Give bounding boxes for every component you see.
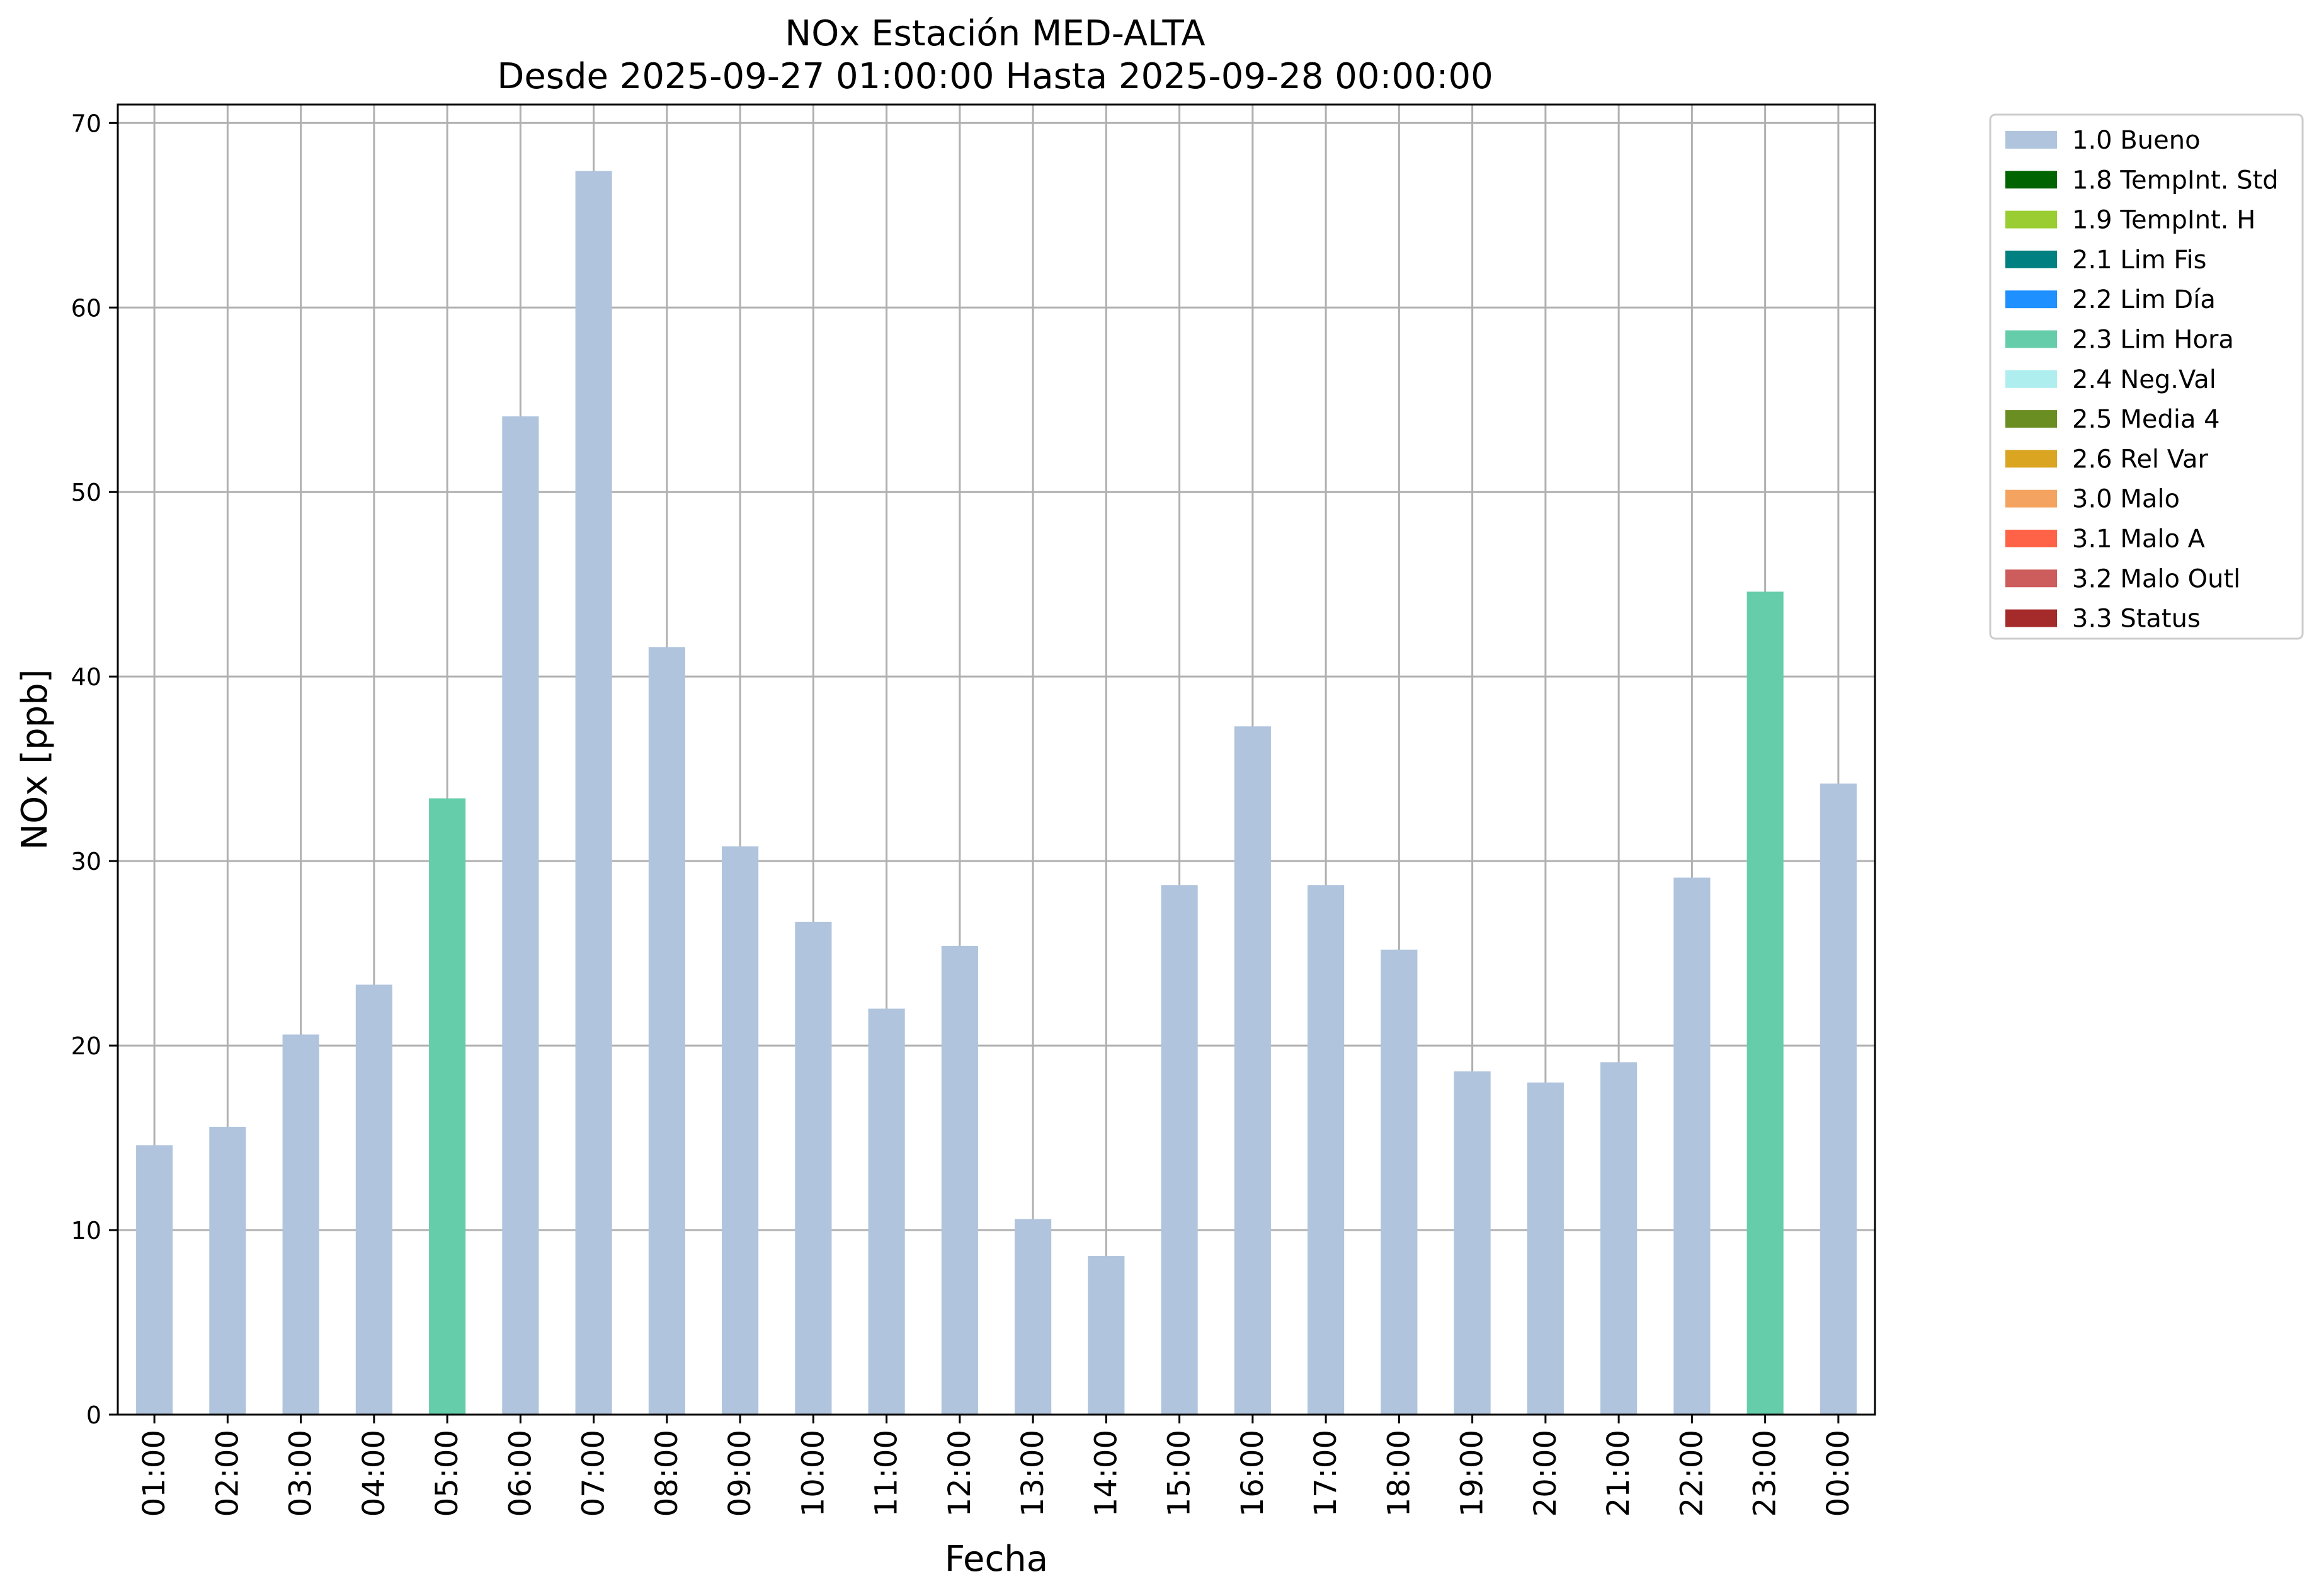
y-tick-label: 60 <box>71 294 101 322</box>
legend-label: 1.0 Bueno <box>2072 126 2201 155</box>
x-tick-label: 06:00 <box>503 1430 538 1517</box>
legend-swatch <box>2005 210 2057 229</box>
legend-label: 2.2 Lim Día <box>2072 285 2216 314</box>
legend-swatch <box>2005 370 2057 388</box>
x-tick-label: 05:00 <box>430 1430 465 1517</box>
bar-0500 <box>429 798 466 1415</box>
bar-1700 <box>1308 885 1345 1415</box>
x-tick-label: 18:00 <box>1381 1430 1416 1517</box>
bar-0300 <box>282 1034 319 1415</box>
x-tick-label: 11:00 <box>869 1430 904 1517</box>
legend-swatch <box>2005 330 2057 348</box>
legend-swatch <box>2005 530 2057 547</box>
bar-1300 <box>1015 1219 1052 1415</box>
bar-2200 <box>1673 877 1711 1415</box>
y-tick-label: 70 <box>71 110 101 137</box>
x-axis-label: Fecha <box>945 1539 1048 1580</box>
chart-subtitle: Desde 2025-09-27 01:00:00 Hasta 2025-09-… <box>497 56 1493 97</box>
y-tick-label: 40 <box>71 663 101 691</box>
legend-label: 2.4 Neg.Val <box>2072 365 2216 394</box>
bar-1100 <box>868 1008 905 1415</box>
legend-label: 1.9 TempInt. H <box>2072 206 2255 235</box>
x-tick-label: 22:00 <box>1674 1430 1709 1517</box>
x-tick-label: 08:00 <box>649 1430 685 1517</box>
bars <box>136 171 1857 1415</box>
legend-label: 3.1 Malo A <box>2072 525 2206 554</box>
y-axis-ticks: 0 10 20 30 40 50 60 70 <box>71 110 118 1429</box>
legend-label: 2.1 Lim Fis <box>2072 246 2206 275</box>
legend-frame <box>1989 113 2304 640</box>
y-axis-label: NOx [ppb] <box>14 669 55 850</box>
bar-1800 <box>1381 949 1418 1415</box>
x-tick-label: 04:00 <box>356 1430 392 1517</box>
legend-swatch <box>2005 609 2057 627</box>
x-tick-label: 19:00 <box>1455 1430 1490 1517</box>
legend-label: 2.3 Lim Hora <box>2072 326 2234 355</box>
legend-label: 3.3 Status <box>2072 605 2201 634</box>
bar-0800 <box>648 647 685 1415</box>
legend-swatch <box>2005 450 2057 468</box>
bar-2300 <box>1746 591 1784 1415</box>
legend-label: 3.0 Malo <box>2072 485 2180 514</box>
legend-entries: 1.0 Bueno 1.8 TempInt. Std 1.9 TempInt. H 2… <box>2005 126 2279 634</box>
bar-0700 <box>575 171 612 1415</box>
bar-0100 <box>136 1145 173 1415</box>
y-tick-label: 50 <box>71 479 101 506</box>
x-tick-label: 10:00 <box>795 1430 831 1517</box>
bar-0600 <box>502 416 539 1415</box>
y-tick-label: 20 <box>71 1032 101 1060</box>
legend-swatch <box>2005 489 2057 508</box>
x-tick-label: 13:00 <box>1015 1430 1051 1517</box>
legend-label: 1.8 TempInt. Std <box>2072 166 2279 195</box>
bar-1600 <box>1234 726 1271 1415</box>
y-tick-label: 30 <box>71 848 101 875</box>
x-tick-label: 14:00 <box>1088 1430 1124 1517</box>
bar-1200 <box>941 945 978 1415</box>
legend: 1.0 Bueno 1.8 TempInt. Std 1.9 TempInt. H 2… <box>1989 113 2304 640</box>
bar-0200 <box>209 1126 246 1415</box>
bar-2100 <box>1600 1062 1638 1415</box>
bar-0400 <box>355 984 392 1415</box>
bar-1400 <box>1088 1256 1125 1415</box>
legend-swatch <box>2005 250 2057 268</box>
bar-1000 <box>795 921 832 1415</box>
x-tick-label: 09:00 <box>722 1430 758 1517</box>
x-tick-label: 03:00 <box>283 1430 319 1517</box>
bar-0000 <box>1820 784 1857 1415</box>
legend-swatch <box>2005 171 2057 189</box>
legend-swatch <box>2005 131 2057 149</box>
legend-label: 2.6 Rel Var <box>2072 445 2209 474</box>
legend-swatch <box>2005 569 2057 588</box>
bar-1500 <box>1161 885 1198 1415</box>
x-tick-label: 02:00 <box>210 1430 245 1517</box>
x-tick-label: 21:00 <box>1601 1430 1636 1517</box>
x-tick-label: 00:00 <box>1821 1430 1856 1517</box>
chart-title: NOx Estación MED-ALTA <box>785 13 1205 54</box>
x-tick-label: 01:00 <box>137 1430 172 1517</box>
legend-swatch <box>2005 410 2057 428</box>
y-tick-label: 10 <box>71 1217 101 1245</box>
legend-label: 2.5 Media 4 <box>2072 405 2220 434</box>
bar-1900 <box>1454 1071 1491 1415</box>
x-tick-label: 16:00 <box>1235 1430 1270 1517</box>
bar-0900 <box>722 846 759 1415</box>
y-tick-label: 0 <box>86 1401 101 1429</box>
x-axis-ticks: 01:00 02:00 03:00 04:00 05:00 06:00 07:00 08:00… <box>137 1415 1856 1517</box>
x-tick-label: 15:00 <box>1162 1430 1197 1517</box>
bar-2000 <box>1527 1082 1564 1415</box>
x-tick-label: 07:00 <box>576 1430 612 1517</box>
x-tick-label: 12:00 <box>942 1430 977 1517</box>
x-tick-label: 20:00 <box>1528 1430 1563 1517</box>
x-tick-label: 17:00 <box>1308 1430 1343 1517</box>
legend-label: 3.2 Malo Outl <box>2072 564 2240 593</box>
legend-swatch <box>2005 290 2057 309</box>
x-tick-label: 23:00 <box>1748 1430 1783 1517</box>
plot-area-frame <box>117 103 1876 1416</box>
